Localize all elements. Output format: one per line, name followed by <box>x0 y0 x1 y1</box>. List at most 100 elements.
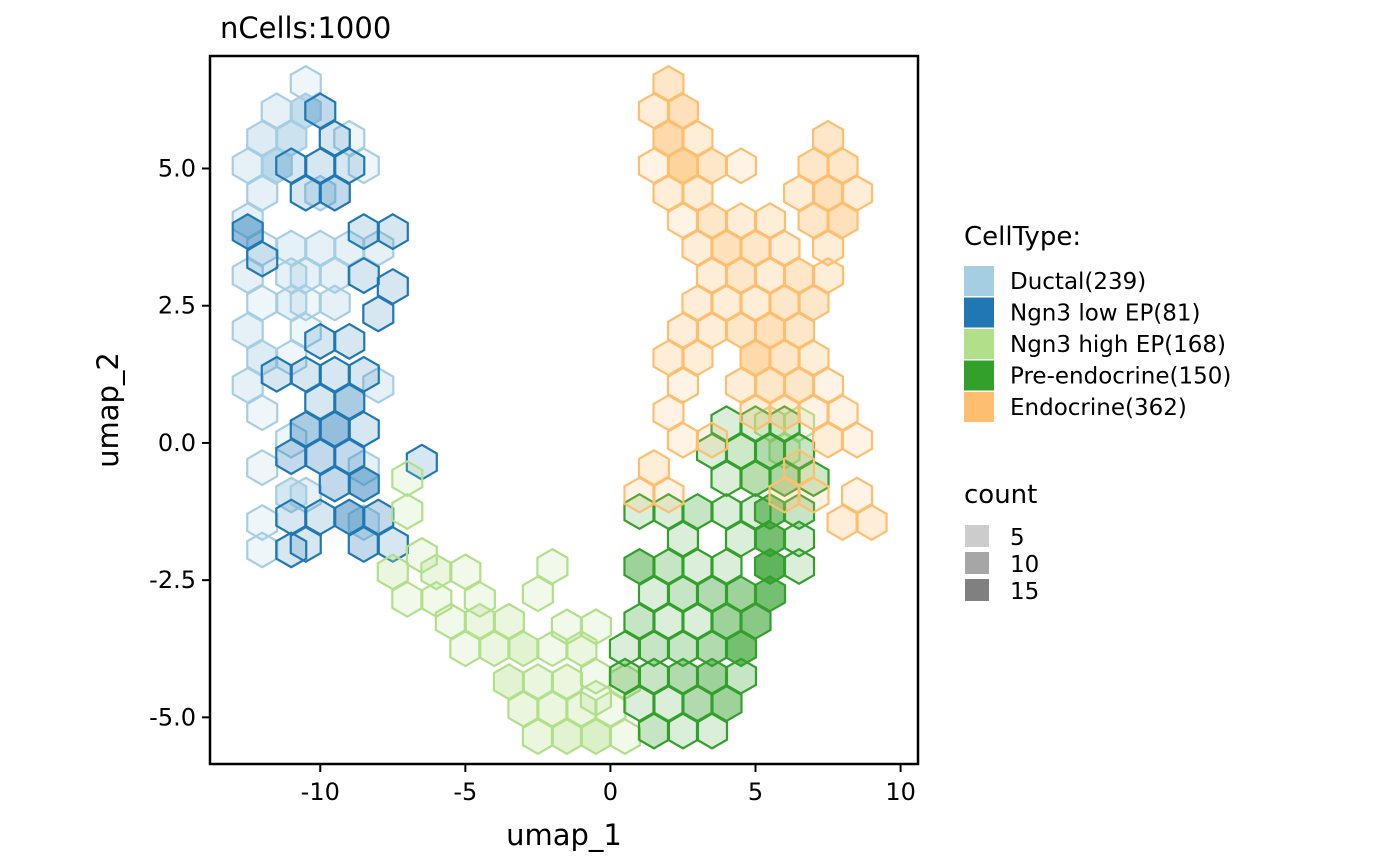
hex-bin <box>304 322 337 360</box>
count-swatch <box>965 579 989 601</box>
hex-bin <box>797 476 830 514</box>
hex-bin <box>246 240 279 278</box>
hex-bin <box>260 355 293 393</box>
legend-label: Endocrine(362) <box>1010 395 1187 421</box>
hex-bin <box>521 575 554 613</box>
hex-bin <box>579 717 613 756</box>
hex-bin <box>768 476 801 514</box>
hex-bin <box>318 284 351 322</box>
count-label: 10 <box>1010 552 1039 578</box>
hex-bin <box>362 366 395 404</box>
hex-bin <box>246 531 279 569</box>
hex-bin <box>811 421 845 459</box>
count-swatch <box>965 525 989 547</box>
hex-bin <box>391 580 424 618</box>
hex-bin <box>782 492 816 531</box>
series-ngn3-high-ep <box>376 405 830 756</box>
hex-bin <box>246 394 279 432</box>
hex-bin <box>391 492 424 531</box>
series-ductal <box>231 64 395 569</box>
legend-label: Ductal(239) <box>1010 269 1146 295</box>
legend-label: Ngn3 low EP(81) <box>1010 301 1201 327</box>
y-tick-label: -2.5 <box>149 566 196 594</box>
hex-bin <box>347 465 380 503</box>
hex-bin <box>275 438 308 476</box>
hex-bin <box>782 547 816 585</box>
legend-swatch <box>964 360 994 391</box>
hex-bin <box>710 460 743 498</box>
hex-bin <box>376 213 409 251</box>
hex-bin <box>724 630 758 668</box>
hex-bin <box>623 476 656 514</box>
hex-bin <box>376 525 409 564</box>
hex-bin <box>768 394 801 432</box>
count-swatch <box>965 552 989 574</box>
hex-bin <box>840 421 874 459</box>
hex-bin <box>362 295 395 333</box>
hex-bin <box>695 712 729 750</box>
hex-bin <box>811 366 845 404</box>
count-label: 15 <box>1010 579 1039 605</box>
hex-bin <box>347 213 380 251</box>
x-tick-label: -5 <box>453 778 477 806</box>
hex-bin <box>275 531 308 569</box>
legend-swatch <box>964 266 994 296</box>
hex-bin <box>652 476 685 514</box>
chart-title: nCells:1000 <box>220 11 391 45</box>
hex-bin <box>536 630 569 668</box>
hex-bin <box>246 449 279 487</box>
y-tick-label: -5.0 <box>149 703 196 731</box>
hex-bin <box>666 712 700 750</box>
hex-bin <box>333 322 366 360</box>
hex-bin <box>811 229 845 267</box>
hex-layer <box>231 64 888 756</box>
legend-label: Ngn3 high EP(168) <box>1010 332 1226 358</box>
count-label: 5 <box>1010 525 1025 551</box>
y-tick-label: 0.0 <box>158 429 196 457</box>
celltype-legend: Ductal(239) Ngn3 low EP(81) Ngn3 high EP(1… <box>964 266 1231 422</box>
legend-label: Pre-endocrine(150) <box>1010 364 1231 390</box>
x-tick-label: 5 <box>748 778 763 806</box>
hex-bin <box>782 520 816 558</box>
hex-bin <box>739 460 772 498</box>
hex-bin <box>347 525 380 564</box>
hex-bin <box>507 630 540 668</box>
legend-swatch <box>964 329 994 359</box>
hex-bin <box>623 685 656 723</box>
hex-bin <box>289 174 322 212</box>
series-endocrine <box>623 64 888 542</box>
hex-bin <box>318 465 351 503</box>
y-tick-label: 5.0 <box>158 155 196 183</box>
legend-swatch <box>964 297 994 328</box>
hex-bin <box>550 717 583 756</box>
hex-bin <box>521 717 554 756</box>
x-tick-label: 10 <box>885 778 916 806</box>
hex-bin <box>695 421 729 459</box>
plot-frame <box>208 54 920 766</box>
x-tick-label: 0 <box>603 778 618 806</box>
series-ngn3-low-ep <box>231 92 438 569</box>
y-axis-title: umap_2 <box>91 352 125 468</box>
series-pre-endocrine <box>608 405 830 750</box>
hex-bin <box>855 503 888 542</box>
hex-bin <box>724 147 758 185</box>
celltype-legend-title: CellType: <box>964 222 1081 252</box>
hex-bin <box>478 630 511 668</box>
hex-bin <box>739 394 772 432</box>
x-tick-label: -10 <box>301 778 340 806</box>
hex-bin <box>391 460 424 498</box>
count-legend-title: count <box>964 480 1037 510</box>
hex-bin <box>318 174 351 212</box>
x-axis: -10 -5 0 5 10 <box>301 764 916 806</box>
hex-bin <box>666 421 700 459</box>
hex-bin <box>347 256 380 295</box>
hex-bin <box>449 630 482 668</box>
y-axis: 5.0 2.5 0.0 -2.5 -5.0 <box>149 155 210 731</box>
legend-swatch <box>964 392 994 422</box>
hex-bin <box>608 717 642 756</box>
y-tick-label: 2.5 <box>158 292 196 320</box>
x-axis-title: umap_1 <box>506 818 622 852</box>
